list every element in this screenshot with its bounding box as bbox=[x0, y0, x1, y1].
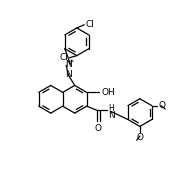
Text: N: N bbox=[65, 60, 72, 69]
Text: N: N bbox=[65, 70, 72, 79]
Text: N: N bbox=[108, 111, 115, 120]
Text: H: H bbox=[109, 104, 114, 113]
Text: Cl: Cl bbox=[85, 20, 94, 29]
Text: OH: OH bbox=[102, 88, 115, 97]
Text: *: * bbox=[70, 59, 74, 68]
Text: O: O bbox=[95, 124, 102, 133]
Text: O: O bbox=[158, 101, 165, 110]
Text: Cl: Cl bbox=[59, 53, 68, 62]
Text: O: O bbox=[136, 133, 143, 142]
